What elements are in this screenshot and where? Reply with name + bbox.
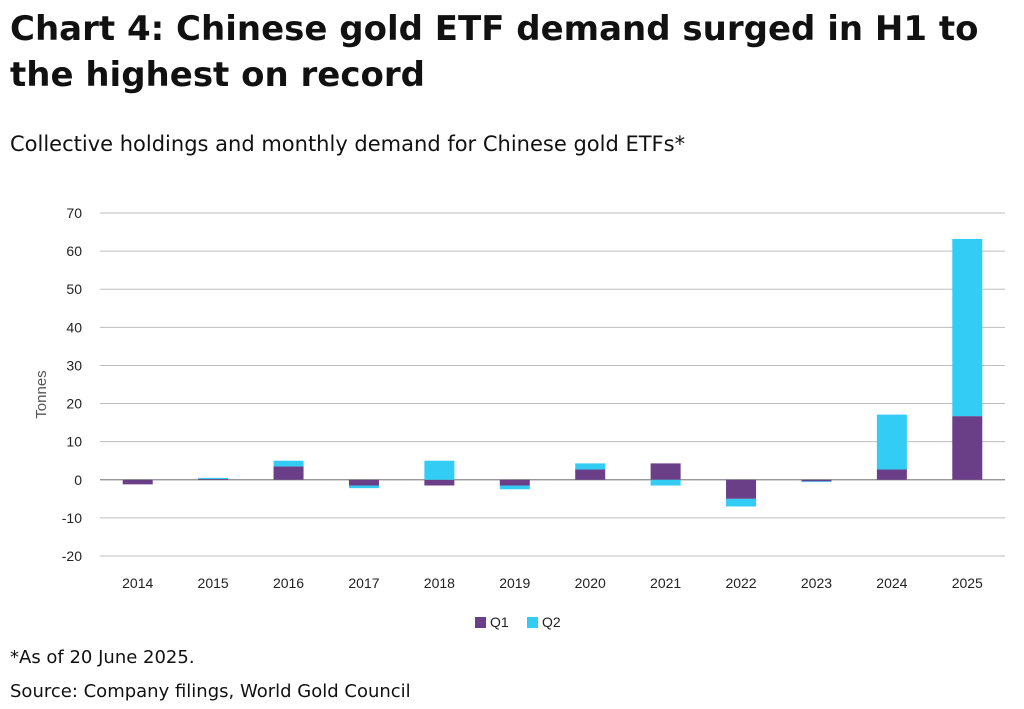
bar-q2-2017: [348, 485, 379, 489]
footnote: *As of 20 June 2025.: [10, 647, 195, 668]
y-tick-label: 50: [66, 281, 82, 297]
x-tick-label: 2014: [122, 575, 153, 591]
bar-q1-2016: [273, 466, 304, 480]
y-tick-label: 70: [66, 205, 82, 221]
bar-q1-2018: [424, 479, 455, 486]
x-tick-label: 2020: [575, 575, 606, 591]
legend-label-q1: Q1: [490, 614, 509, 630]
y-tick-label: 0: [74, 472, 82, 488]
y-tick-label: 20: [66, 396, 82, 412]
bar-q2-2024: [876, 414, 907, 470]
bar-q2-2023: [801, 481, 832, 483]
legend-label-q2: Q2: [542, 614, 561, 630]
legend-swatch-q2: [527, 617, 538, 628]
x-tick-label: 2023: [801, 575, 832, 591]
bar-q2-2015: [198, 477, 229, 480]
bar-q2-2019: [499, 485, 530, 490]
bar-q1-2020: [575, 469, 606, 480]
bar-q1-2017: [348, 479, 379, 486]
bar-q2-2016: [273, 460, 304, 467]
y-tick-label: 10: [66, 434, 82, 450]
x-tick-label: 2021: [650, 575, 681, 591]
bar-q1-2023: [801, 479, 832, 482]
x-tick-label: 2015: [198, 575, 229, 591]
bar-q2-2018: [424, 460, 455, 480]
gridlines: [100, 212, 1005, 557]
chart-subtitle: Collective holdings and monthly demand f…: [10, 132, 686, 156]
y-tick-label: 40: [66, 319, 82, 335]
source-note: Source: Company filings, World Gold Coun…: [10, 681, 411, 702]
x-tick-label: 2018: [424, 575, 455, 591]
y-axis-label: Tonnes: [33, 370, 50, 418]
y-axis-ticks: -20 -10 0 10 20 30 40 50 60 70: [62, 205, 82, 564]
y-tick-label: 60: [66, 243, 82, 259]
chart-title: Chart 4: Chinese gold ETF demand surged …: [10, 9, 979, 95]
y-tick-label: -10: [62, 510, 82, 526]
x-tick-label: 2016: [273, 575, 304, 591]
bar-q1-2025: [952, 416, 983, 480]
x-tick-label: 2022: [725, 575, 756, 591]
x-tick-label: 2025: [952, 575, 983, 591]
bar-q1-2022: [726, 479, 757, 499]
x-axis-ticks: 2014 2015 2016 2017 2018 2019 2020 2021 2022 2023…: [122, 575, 983, 591]
legend-swatch-q1: [475, 617, 486, 628]
bar-q2-2022: [726, 498, 757, 507]
y-tick-label: 30: [66, 357, 82, 373]
bar-q1-2024: [876, 469, 907, 480]
bar-q2-2025: [952, 238, 983, 417]
legend: Q1 Q2: [475, 614, 561, 630]
bar-q1-2014: [122, 479, 153, 485]
bar-q1-2015: [198, 479, 229, 480]
bar-q1-2019: [499, 479, 530, 486]
bar-q1-2021: [650, 463, 681, 480]
bars: [122, 238, 983, 507]
x-tick-label: 2019: [499, 575, 530, 591]
y-tick-label: -20: [62, 548, 82, 564]
x-tick-label: 2024: [876, 575, 907, 591]
x-tick-label: 2017: [348, 575, 379, 591]
bar-q2-2021: [650, 479, 681, 486]
bar-q2-2020: [575, 463, 606, 470]
